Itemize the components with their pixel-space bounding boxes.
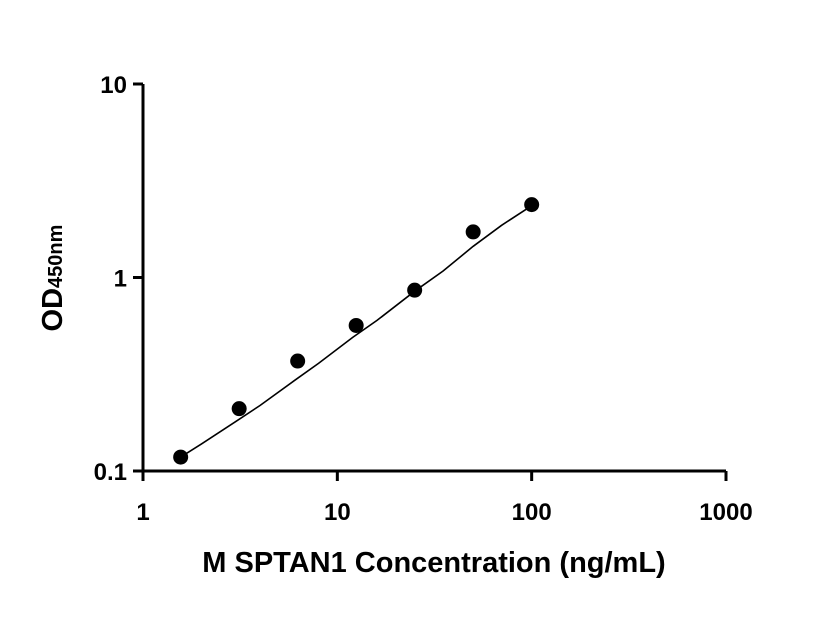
data-point xyxy=(290,353,306,369)
data-point xyxy=(231,401,247,417)
y-axis-title-subscript: 450nm xyxy=(45,225,67,288)
data-point xyxy=(407,282,423,298)
data-point xyxy=(173,449,189,465)
y-axis-title-main: OD xyxy=(37,288,69,332)
y-axis-title: OD450nm xyxy=(37,225,69,332)
data-point xyxy=(524,197,540,213)
y-tick-label: 0.1 xyxy=(94,459,127,486)
x-tick-label: 1 xyxy=(136,499,149,526)
ticks: 1 10 100 1000 0.1 1 10 xyxy=(94,72,753,526)
x-tick-label: 1000 xyxy=(699,499,752,526)
y-tick-label: 1 xyxy=(114,266,127,293)
data-points xyxy=(173,197,540,465)
x-axis-title: M SPTAN1 Concentration (ng/mL) xyxy=(202,547,665,579)
fit-curve-group xyxy=(180,205,533,458)
x-tick-label: 10 xyxy=(324,499,351,526)
fit-curve xyxy=(180,205,533,458)
y-tick-label: 10 xyxy=(100,72,127,99)
data-point xyxy=(465,224,481,240)
x-tick-label: 100 xyxy=(512,499,552,526)
data-point xyxy=(348,317,364,333)
